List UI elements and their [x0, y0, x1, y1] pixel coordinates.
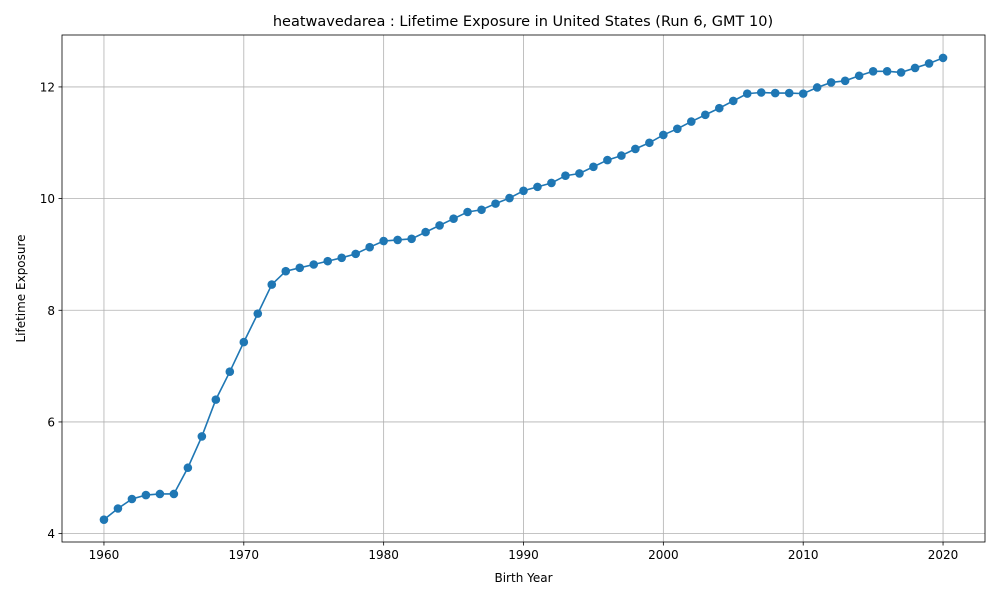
y-tick-label: 6: [47, 415, 55, 429]
data-point: [756, 88, 766, 97]
x-tick-label: 2020: [928, 548, 959, 562]
data-point: [687, 117, 696, 126]
data-point: [868, 66, 878, 76]
data-point: [659, 130, 668, 140]
data-point: [673, 124, 682, 134]
data-point: [798, 89, 808, 98]
series-layer: [99, 53, 948, 524]
data-point: [924, 59, 934, 68]
data-point: [742, 89, 752, 98]
data-point: [393, 235, 402, 245]
data-point: [127, 494, 137, 504]
data-point: [239, 337, 249, 347]
data-point: [323, 256, 333, 266]
data-point: [547, 178, 556, 188]
x-axis-label: Birth Year: [494, 571, 552, 585]
data-point: [155, 489, 165, 499]
data-point: [505, 193, 514, 203]
data-point: [770, 88, 780, 98]
x-tick-label: 1970: [229, 548, 260, 562]
y-axis-label: Lifetime Exposure: [14, 234, 28, 342]
data-point: [435, 221, 444, 230]
data-point: [491, 199, 500, 208]
axis-ticks: 1960 1970 1980 1990 2000 2010 2020 4 6 8 10 12: [40, 80, 959, 562]
data-point: [169, 489, 179, 499]
data-point: [267, 280, 277, 289]
data-point: [575, 169, 584, 178]
data-point: [561, 171, 570, 181]
x-tick-label: 2000: [648, 548, 679, 562]
x-tick-label: 1980: [368, 548, 399, 562]
data-point: [309, 260, 319, 269]
data-point: [854, 71, 864, 81]
data-point: [603, 155, 612, 165]
data-point: [812, 83, 822, 92]
grid-lines: [62, 35, 985, 542]
data-point: [225, 367, 235, 376]
x-tick-label: 1990: [508, 548, 539, 562]
y-tick-label: 10: [40, 192, 55, 206]
data-point: [701, 110, 710, 120]
data-point: [421, 227, 430, 237]
data-point: [840, 76, 850, 86]
data-point: [938, 53, 948, 63]
data-point: [379, 236, 388, 246]
data-point: [617, 151, 626, 160]
plot-frame: [61, 34, 986, 543]
data-point: [449, 214, 458, 224]
data-point: [533, 182, 542, 192]
data-point: [631, 144, 640, 154]
data-point: [295, 263, 305, 273]
y-tick-label: 8: [47, 304, 55, 318]
data-point: [896, 68, 906, 77]
data-point: [253, 309, 263, 318]
data-point: [910, 63, 920, 73]
data-point: [197, 432, 207, 441]
x-tick-label: 1960: [89, 548, 120, 562]
data-point: [826, 78, 836, 87]
data-point: [183, 463, 193, 473]
data-point: [519, 186, 528, 196]
chart-title: heatwavedarea : Lifetime Exposure in Uni…: [273, 14, 773, 30]
data-point: [141, 490, 151, 500]
data-point: [365, 242, 374, 252]
data-point: [211, 395, 221, 404]
data-point: [645, 138, 654, 148]
data-point: [882, 66, 892, 76]
data-point: [407, 234, 416, 244]
data-point: [784, 88, 794, 98]
data-point: [113, 504, 123, 513]
data-point: [589, 162, 598, 172]
data-point: [351, 249, 360, 259]
data-point: [281, 266, 291, 276]
y-tick-label: 4: [47, 527, 55, 541]
y-tick-label: 12: [40, 80, 55, 94]
data-point: [337, 253, 346, 263]
x-tick-label: 2010: [788, 548, 819, 562]
data-point: [728, 96, 738, 106]
data-point: [477, 205, 486, 215]
data-point: [99, 515, 109, 524]
data-point: [463, 207, 472, 217]
data-point: [714, 103, 724, 113]
